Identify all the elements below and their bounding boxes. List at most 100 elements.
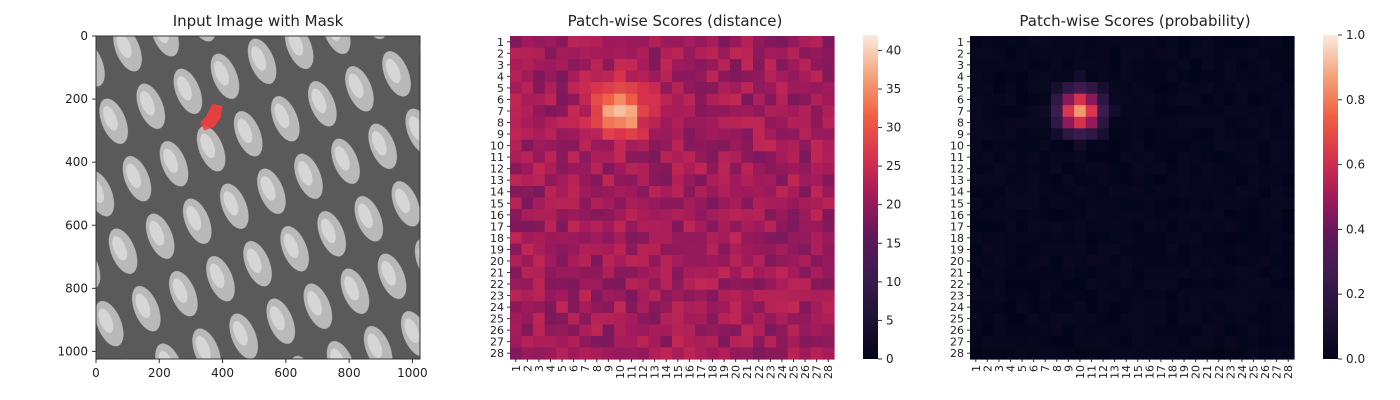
heatmap-cell: [1108, 266, 1122, 279]
heatmap-cell: [1166, 312, 1179, 325]
heatmap-cell: [1270, 59, 1284, 72]
heatmap-cell: [741, 116, 754, 129]
heatmap-cell: [753, 36, 766, 49]
heatmap-cell: [1236, 312, 1249, 325]
panel2-title: Patch-wise Scores (distance): [568, 12, 783, 30]
heatmap-cell: [695, 197, 708, 210]
heatmap-cell: [1247, 243, 1260, 256]
heatmap-cell: [1143, 232, 1156, 245]
heatmap-cell: [1097, 278, 1110, 291]
heatmap-cell: [729, 105, 743, 118]
heatmap-cell: [591, 93, 604, 106]
heatmap-cell: [579, 185, 592, 199]
y-tick-label: 7: [957, 105, 964, 118]
heatmap-cell: [660, 335, 673, 349]
heatmap-cell: [1143, 105, 1156, 118]
heatmap-cell: [1201, 335, 1214, 349]
heatmap-cell: [683, 185, 696, 199]
y-tick-label: 2: [497, 47, 504, 60]
heatmap-cell: [1259, 301, 1272, 314]
heatmap-cell: [1120, 174, 1133, 187]
heatmap-cell: [1259, 47, 1272, 60]
heatmap-cell: [981, 232, 994, 245]
heatmap-cell: [567, 220, 581, 233]
heatmap-cell: [544, 162, 557, 176]
heatmap-cell: [1270, 312, 1284, 325]
heatmap-cell: [544, 174, 557, 187]
heatmap-cell: [1120, 116, 1133, 129]
heatmap-cell: [1201, 220, 1214, 233]
heatmap-cell: [1189, 197, 1203, 210]
heatmap-cell: [1189, 312, 1203, 325]
colorbar-tick-label: 0.2: [1346, 287, 1365, 301]
heatmap-cell: [1224, 278, 1237, 291]
heatmap-cell: [1247, 324, 1260, 337]
heatmap-cell: [625, 347, 638, 360]
heatmap-cell: [764, 105, 777, 118]
heatmap-cell: [602, 335, 615, 349]
heatmap-cell: [1282, 301, 1295, 314]
heatmap-cell: [729, 128, 743, 141]
heatmap-cell: [510, 139, 523, 152]
heatmap-cell: [1132, 128, 1145, 141]
heatmap-cell: [1166, 197, 1179, 210]
heatmap-cell: [625, 59, 638, 72]
heatmap-cell: [718, 243, 731, 256]
colorbar-tick-label: 20: [886, 198, 901, 212]
heatmap-cell: [1132, 335, 1145, 349]
heatmap-cell: [1189, 139, 1203, 152]
heatmap-cell: [1166, 232, 1179, 245]
heatmap-cell: [993, 151, 1006, 164]
heatmap-cell: [1247, 82, 1260, 95]
heatmap-cell: [510, 174, 523, 187]
heatmap-cell: [1213, 174, 1226, 187]
heatmap-cell: [510, 116, 523, 129]
heatmap-cell: [672, 151, 685, 164]
heatmap-cell: [810, 93, 824, 106]
distance-heatmap: [510, 36, 835, 360]
heatmap-cell: [981, 209, 994, 222]
x-tick-label: 400: [211, 366, 234, 380]
heatmap-cell: [1178, 243, 1191, 256]
y-tick-label: 18: [950, 232, 964, 245]
heatmap-cell: [556, 324, 569, 337]
heatmap-cell: [683, 301, 696, 314]
heatmap-cell: [1270, 255, 1284, 268]
x-tick-label: 27: [811, 365, 824, 379]
heatmap-cell: [1004, 174, 1017, 187]
x-tick-label: 800: [338, 366, 361, 380]
heatmap-cell: [1143, 197, 1156, 210]
heatmap-cell: [1143, 36, 1156, 49]
heatmap-cell: [706, 255, 719, 268]
heatmap-cell: [741, 82, 754, 95]
heatmap-cell: [591, 82, 604, 95]
heatmap-cell: [625, 70, 638, 83]
heatmap-cell: [1027, 185, 1041, 199]
heatmap-cell: [591, 209, 604, 222]
heatmap-cell: [1155, 312, 1168, 325]
heatmap-cell: [1224, 324, 1237, 337]
heatmap-cell: [1247, 36, 1260, 49]
heatmap-cell: [1051, 209, 1064, 222]
heatmap-cell: [637, 324, 650, 337]
heatmap-cell: [556, 93, 569, 106]
heatmap-cell: [1016, 243, 1029, 256]
heatmap-cell: [510, 220, 523, 233]
heatmap-cell: [799, 128, 812, 141]
heatmap-cell: [1247, 278, 1260, 291]
heatmap-cell: [1027, 220, 1041, 233]
heatmap-cell: [695, 128, 708, 141]
heatmap-cell: [637, 128, 650, 141]
heatmap-cell: [1236, 116, 1249, 129]
heatmap-cell: [1120, 47, 1133, 60]
heatmap-cell: [822, 185, 835, 199]
heatmap-cell: [1259, 185, 1272, 199]
heatmap-cell: [556, 255, 569, 268]
heatmap-cell: [1166, 335, 1179, 349]
y-tick-label: 6: [957, 93, 964, 106]
heatmap-cell: [1236, 255, 1249, 268]
heatmap-cell: [614, 162, 627, 176]
heatmap-cell: [510, 335, 523, 349]
heatmap-cell: [510, 289, 523, 302]
heatmap-cell: [810, 289, 824, 302]
